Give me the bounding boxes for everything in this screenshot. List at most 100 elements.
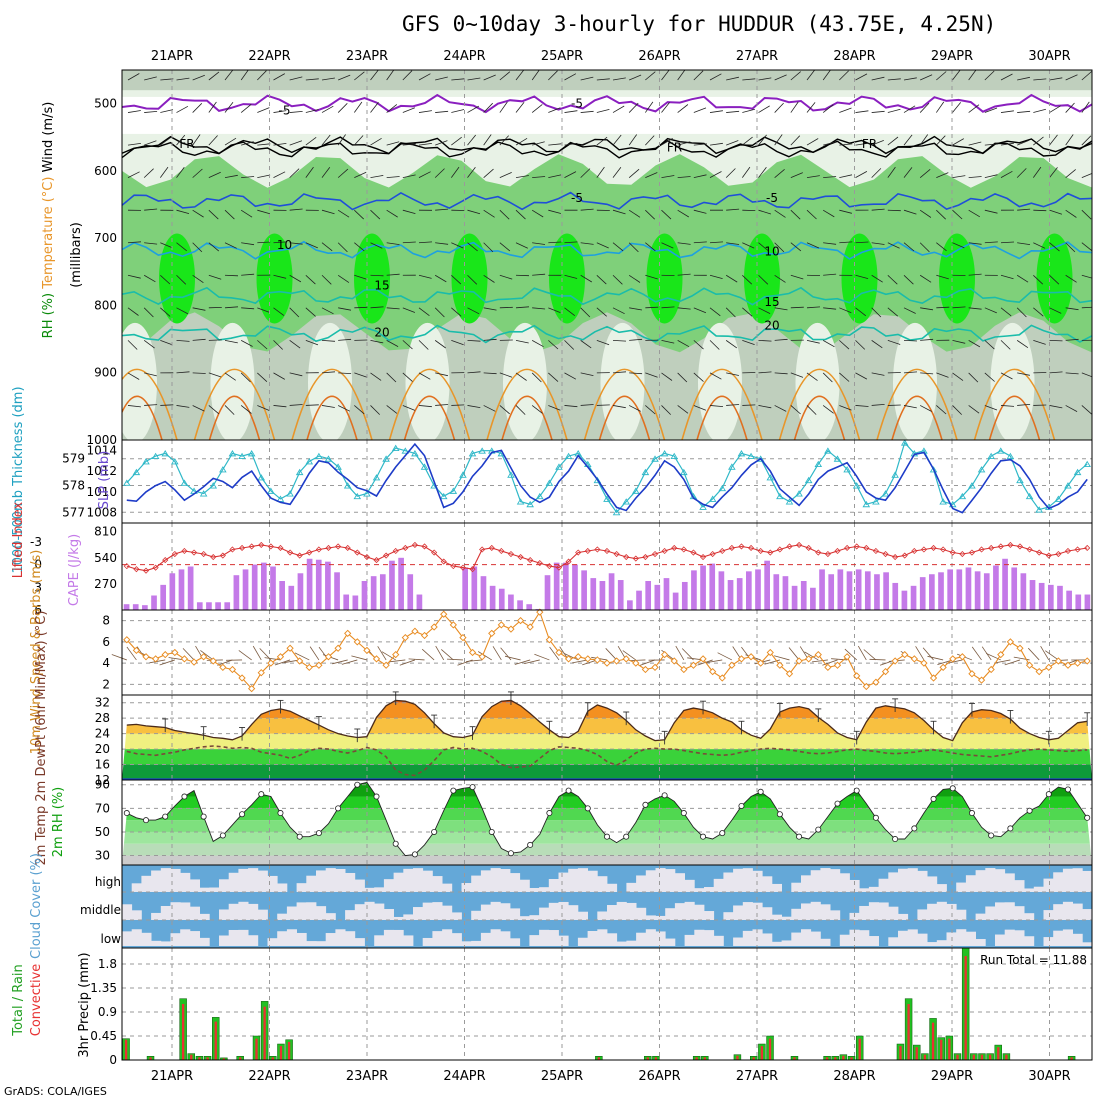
cloud-block	[965, 931, 976, 946]
wind-barb	[629, 74, 642, 81]
cloud-block	[665, 908, 676, 920]
wind-speed-point	[123, 636, 131, 644]
cape-bar	[297, 573, 304, 610]
thickness-point	[776, 492, 784, 500]
cloud-block	[131, 883, 142, 892]
rh-point	[642, 801, 649, 808]
cape-tick-label: 540	[94, 551, 117, 565]
y-tick-label: 16	[95, 758, 110, 772]
wind-barb	[466, 659, 483, 662]
rh-point	[738, 802, 745, 809]
wind-barb	[612, 274, 623, 285]
wind-barb	[483, 242, 494, 253]
rh-point	[162, 813, 169, 820]
wind-barb	[418, 405, 432, 408]
wind-barb	[1049, 242, 1060, 252]
wind-barb	[548, 107, 561, 113]
cloud-block	[374, 887, 385, 892]
cape-bar	[718, 571, 725, 610]
wind-barb	[499, 306, 513, 309]
wind-barb	[337, 405, 350, 412]
wind-barb	[127, 171, 140, 178]
rh-point	[815, 826, 822, 833]
cloud-block	[985, 906, 996, 920]
wind-barb	[580, 140, 593, 146]
wind-barb	[467, 371, 481, 374]
wind-speed-point	[267, 659, 275, 667]
wind-barb	[1081, 405, 1092, 415]
warm-contour-dome	[583, 368, 666, 440]
warm-contour-dome	[486, 368, 568, 440]
cloud-block	[248, 868, 259, 892]
thickness-point	[670, 452, 679, 460]
rh-point	[181, 793, 188, 800]
cloud-block	[1082, 909, 1093, 920]
wind-speed-point	[660, 650, 669, 659]
precip-axis-title: 3hr Precip (mm)	[77, 952, 92, 1057]
wind-barb	[370, 306, 384, 309]
cloud-block	[771, 883, 782, 892]
rh-axis-title: 2m RH (%)	[51, 787, 66, 858]
cloud-block	[1072, 903, 1083, 920]
wind-barb	[677, 176, 691, 179]
cape-bar	[389, 560, 395, 610]
wind-barb	[936, 242, 947, 252]
lifted-index-point	[815, 549, 822, 556]
wind-barb	[418, 241, 433, 244]
wind-barb	[418, 340, 429, 350]
cloud-block	[849, 879, 860, 892]
wind-barb	[629, 338, 643, 341]
wind-barb	[564, 73, 577, 81]
cloud-block	[354, 938, 365, 946]
thickness-point	[535, 492, 544, 500]
rh-point	[930, 795, 937, 802]
wind-barb	[628, 242, 639, 253]
cloud-block	[820, 904, 831, 920]
wind-speed-point	[1083, 657, 1091, 665]
wind-barb	[709, 110, 723, 113]
cape-lifted-frame	[121, 522, 1093, 611]
wind-speed-point	[526, 623, 534, 631]
slp-tick-label: 1014	[86, 443, 117, 457]
wind-barb	[435, 76, 448, 81]
wind-barb	[806, 372, 818, 381]
cloud-block	[519, 879, 530, 892]
wind-speed-point	[891, 657, 899, 665]
wind-barb	[758, 371, 772, 374]
wind-barb	[903, 167, 913, 178]
wind-barb	[645, 242, 656, 252]
cloud-block	[413, 868, 424, 892]
thickness-point	[123, 479, 131, 486]
wind-barb	[126, 646, 137, 661]
wind-barb	[693, 241, 707, 244]
cloud-block	[306, 875, 317, 892]
cloud-block	[1043, 910, 1054, 920]
wind-barb	[628, 209, 641, 218]
cape-bar	[791, 585, 798, 610]
wind-barb	[628, 405, 641, 412]
wind-speed-point	[853, 672, 861, 680]
wind-barb	[240, 372, 251, 383]
wind-speed-point	[612, 657, 621, 665]
lifted-index-point	[219, 552, 226, 559]
lifted-index-point	[440, 558, 447, 565]
lifted-index-point	[517, 553, 524, 561]
wind-barb	[451, 339, 464, 346]
wind-barb	[1000, 110, 1014, 113]
wind-barb	[370, 209, 381, 220]
wind-barb	[628, 134, 638, 146]
lifted-index-point	[248, 543, 255, 550]
wind-barb	[435, 372, 448, 377]
wind-barb	[492, 646, 502, 661]
cloud-block	[1062, 868, 1073, 892]
wind-barb	[596, 339, 610, 346]
wind-barb	[742, 166, 751, 178]
cape-bar	[764, 560, 770, 610]
top-date-label: 25APR	[541, 49, 583, 64]
y-tick-label: 700	[94, 231, 117, 245]
wind-barb	[176, 77, 190, 81]
wind-barb	[402, 209, 416, 214]
wind-barb	[418, 143, 432, 146]
wind-speed-point	[1073, 659, 1082, 667]
